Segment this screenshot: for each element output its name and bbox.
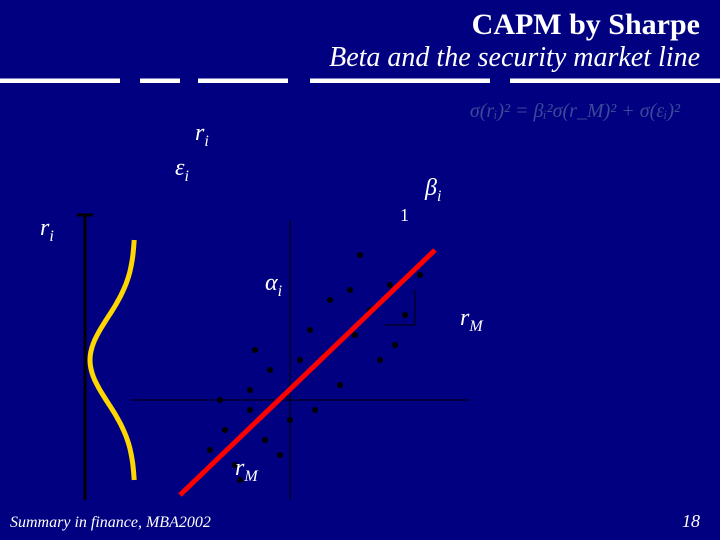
label-rm-right: rM: [460, 305, 483, 336]
slide-title: CAPM by Sharpe: [472, 8, 700, 42]
label-ri-top: ri: [195, 120, 209, 151]
footer-text: Summary in finance, MBA2002: [10, 514, 211, 532]
title-rule: [0, 78, 720, 83]
label-ri-left: ri: [40, 215, 54, 246]
label-epsilon-i: εi: [175, 155, 189, 186]
page-number: 18: [682, 511, 700, 532]
label-one: 1: [400, 205, 409, 226]
label-alpha-i: αi: [265, 270, 282, 301]
chart-svg: [40, 100, 680, 500]
label-rm-bottom: rM: [235, 455, 258, 486]
label-beta-i: βi: [425, 175, 441, 206]
slide-subtitle: Beta and the security market line: [329, 42, 700, 74]
